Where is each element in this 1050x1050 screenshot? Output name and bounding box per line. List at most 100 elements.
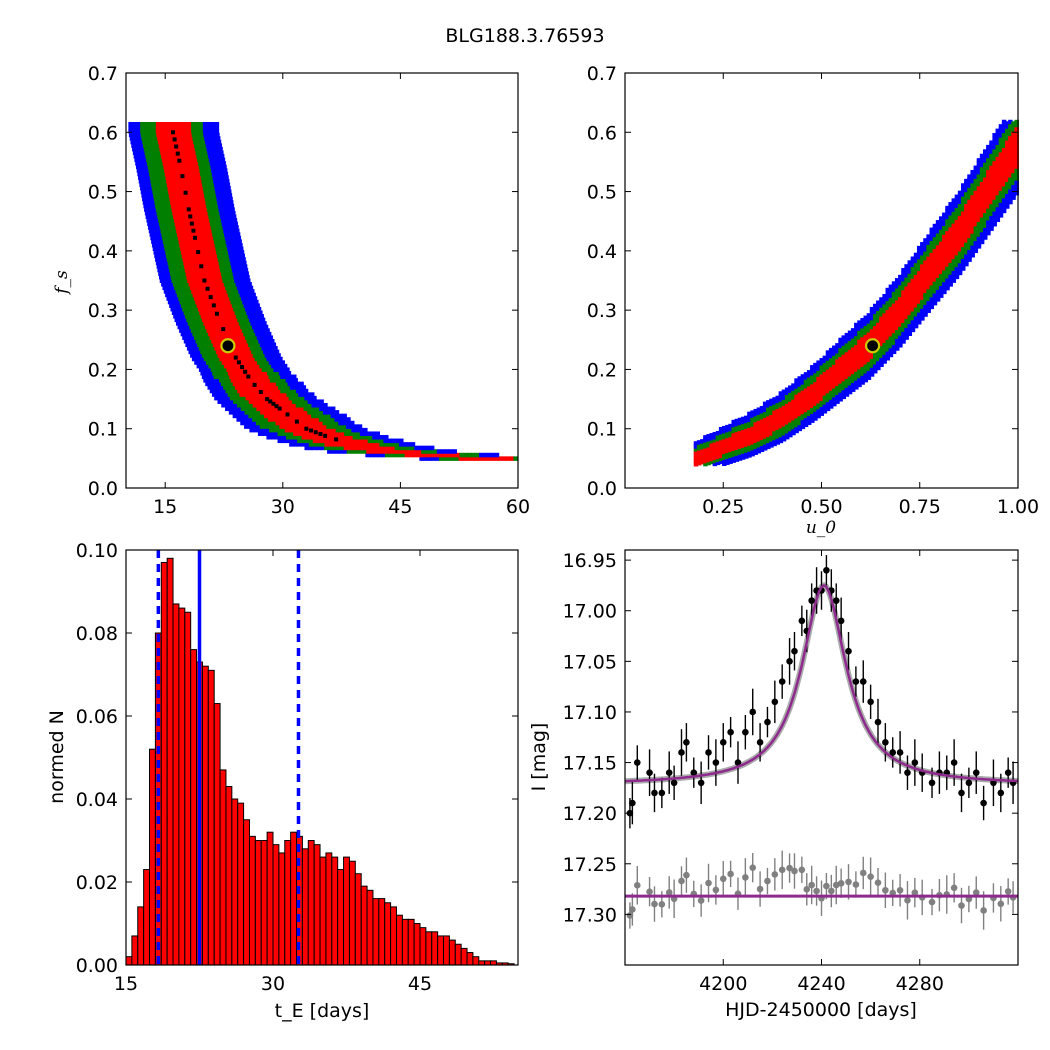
heatmap-cell (1011, 147, 1016, 153)
heatmap-cell (188, 349, 193, 355)
heatmap-cell (175, 225, 180, 230)
heatmap-cell (250, 310, 255, 316)
heatmap-cell (231, 392, 237, 397)
heatmap-cell (223, 385, 228, 390)
heatmap-cell (800, 374, 806, 379)
heatmap-cell (230, 310, 236, 316)
heatmap-cell (260, 360, 266, 365)
heatmap-cell (1008, 131, 1013, 137)
heatmap-cell (180, 210, 185, 216)
heatmap-cell (164, 136, 170, 141)
heatmap-cell (199, 338, 204, 344)
heatmap-cell (901, 303, 906, 309)
heatmap-cell (979, 159, 985, 165)
heatmap-cell (860, 332, 865, 338)
heatmap-cell (235, 264, 240, 269)
heatmap-cell (929, 260, 935, 265)
heatmap-cell (879, 341, 884, 347)
heatmap-cell (246, 378, 251, 383)
heatmap-cell (207, 228, 213, 234)
heatmap-cell (979, 180, 985, 185)
heatmap-cell (381, 452, 386, 458)
heatmap-cell (229, 374, 234, 380)
heatmap-cell (233, 388, 238, 394)
heatmap-cell (132, 132, 138, 138)
heatmap-cell (222, 225, 227, 230)
heatmap-core-cell (189, 221, 194, 226)
heatmap-cell (252, 324, 257, 330)
heatmap-cell (264, 374, 270, 380)
heatmap-cell (942, 233, 947, 238)
heatmap-cell (203, 321, 208, 326)
heatmap-cell (935, 228, 941, 234)
heatmap-cell (907, 269, 913, 274)
heatmap-cell (194, 328, 200, 333)
heatmap-cell (181, 271, 187, 276)
histogram-bar (248, 835, 256, 966)
heatmap-cell (904, 276, 909, 281)
heatmap-cell (844, 347, 850, 353)
residual-point (889, 889, 897, 897)
heatmap-cell (150, 143, 156, 148)
heatmap-cell (822, 394, 828, 399)
heatmap-cell (224, 267, 229, 273)
heatmap-cell (173, 253, 179, 259)
heatmap-cell (170, 257, 176, 262)
heatmap-cell (193, 218, 198, 223)
heatmap-cell (189, 324, 194, 330)
heatmap-cell (923, 261, 928, 267)
heatmap-cell (775, 425, 780, 430)
heatmap-cell (165, 282, 170, 287)
heatmap-cell (986, 180, 991, 185)
heatmap-cell (696, 440, 702, 445)
heatmap-cell (221, 388, 226, 394)
heatmap-cell (222, 186, 227, 191)
heatmap-cell (989, 149, 994, 154)
heatmap-cell (772, 429, 777, 435)
heatmap-cell (189, 285, 195, 291)
heatmap-cell (186, 346, 192, 351)
heatmap-cell (213, 178, 218, 184)
heatmap-cell (1001, 205, 1007, 211)
heatmap-cell (263, 420, 269, 426)
heatmap-cell (239, 292, 245, 298)
heatmap-cell (970, 238, 975, 243)
heatmap-cell (236, 324, 241, 330)
heatmap-cell (252, 335, 258, 340)
heatmap-cell (348, 431, 353, 436)
heatmap-cell (242, 338, 248, 344)
heatmap-cell (888, 329, 894, 334)
heatmap-cell (791, 401, 796, 406)
heatmap-cell (992, 141, 997, 147)
heatmap-cell (696, 446, 702, 451)
heatmap-cell (744, 451, 749, 456)
heatmap-cell (910, 315, 916, 321)
heatmap-cell (1001, 158, 1007, 163)
heatmap-cell (153, 171, 158, 177)
heatmap-cell (166, 221, 172, 227)
heatmap-cell (248, 417, 253, 422)
heatmap-core-cell (186, 207, 191, 212)
heatmap-cell (885, 350, 891, 355)
heatmap-core-cell (174, 144, 179, 149)
heatmap-cell (857, 320, 862, 325)
heatmap-cell (185, 175, 190, 180)
heatmap-cell (243, 331, 248, 337)
heatmap-cell (180, 250, 186, 255)
heatmap-cell (885, 347, 891, 352)
heatmap-cell (995, 149, 1001, 154)
heatmap-cell (923, 273, 928, 279)
heatmap-cell (206, 186, 212, 191)
heatmap-cell (718, 444, 724, 450)
heatmap-cell (709, 453, 714, 459)
heatmap-cell (225, 335, 230, 340)
heatmap-cell (208, 370, 213, 376)
heatmap-cell (248, 406, 254, 412)
heatmap-cell (791, 395, 796, 400)
heatmap-cell (932, 300, 938, 306)
heatmap-cell (825, 382, 831, 388)
heatmap-cell (932, 223, 938, 229)
heatmap-cell (718, 450, 724, 456)
heatmap-cell (366, 449, 371, 454)
heatmap-core-cell (246, 374, 251, 379)
